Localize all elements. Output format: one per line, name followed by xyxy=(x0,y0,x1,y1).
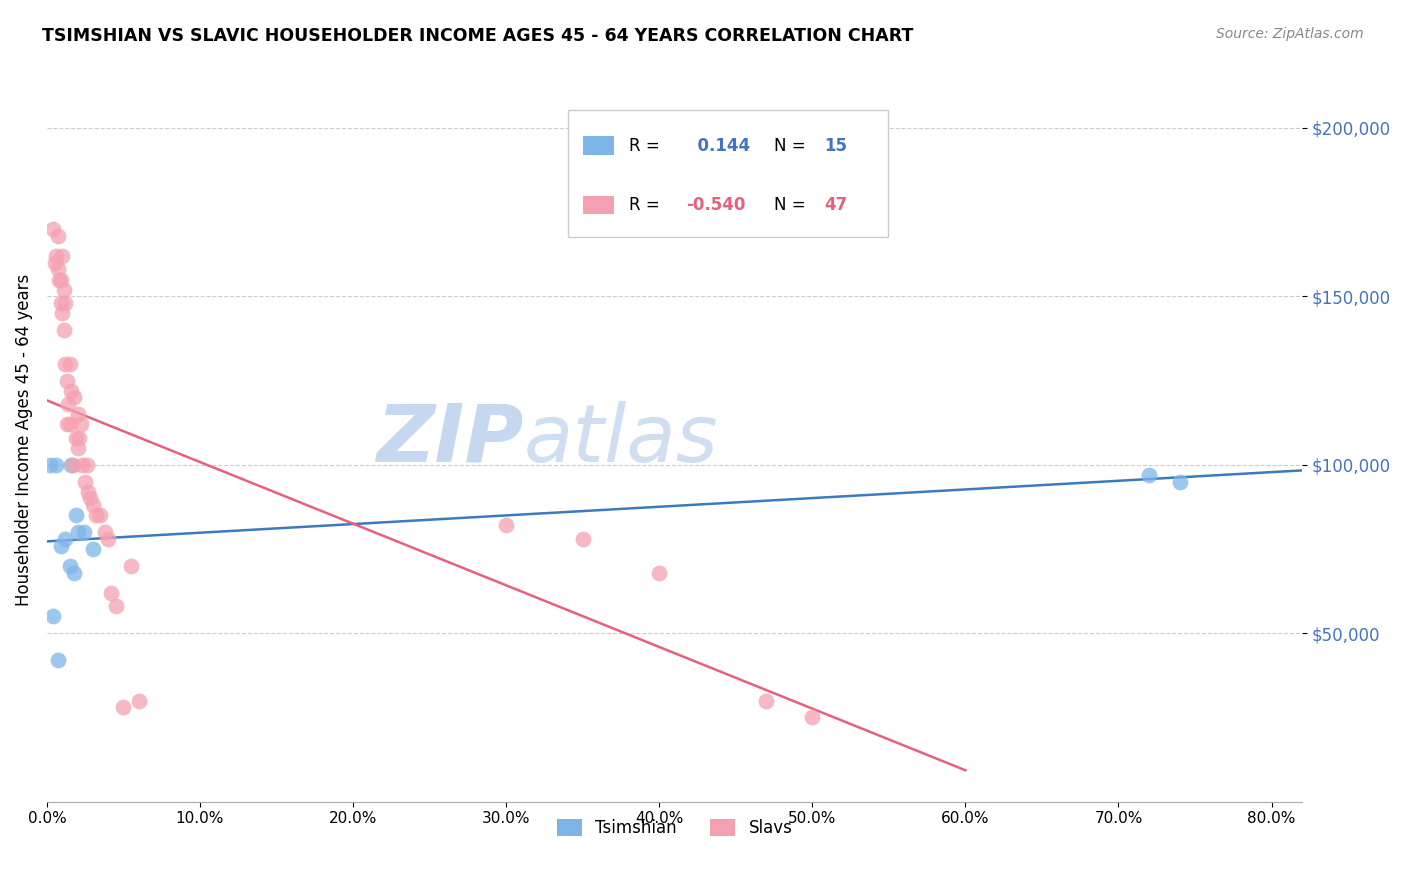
Point xyxy=(104,599,127,614)
Point xyxy=(59,357,82,371)
Point xyxy=(53,296,76,310)
Text: R =: R = xyxy=(630,196,659,214)
Point xyxy=(46,262,69,277)
Point xyxy=(67,431,90,445)
Point xyxy=(82,498,104,512)
Point xyxy=(63,566,86,580)
Point xyxy=(76,458,98,472)
Point xyxy=(75,475,97,489)
Point xyxy=(65,508,87,523)
Point xyxy=(46,228,69,243)
Point xyxy=(45,458,67,472)
Point xyxy=(89,508,111,523)
Text: ZIP: ZIP xyxy=(377,401,524,478)
Legend: Tsimshian, Slavs: Tsimshian, Slavs xyxy=(550,813,799,844)
Point xyxy=(495,518,517,533)
Text: 15: 15 xyxy=(824,136,846,154)
Point xyxy=(60,458,83,472)
Point xyxy=(112,700,135,714)
Point xyxy=(1168,475,1191,489)
Text: R =: R = xyxy=(630,136,659,154)
Point xyxy=(100,586,122,600)
Point xyxy=(1137,467,1160,482)
Point xyxy=(59,417,82,432)
Point xyxy=(49,272,72,286)
Point xyxy=(66,441,89,455)
Point xyxy=(51,306,73,320)
Point xyxy=(52,283,75,297)
Point xyxy=(82,541,104,556)
Text: atlas: atlas xyxy=(524,401,718,478)
Text: N =: N = xyxy=(773,136,806,154)
Point xyxy=(79,491,101,506)
Point xyxy=(128,693,150,707)
Point xyxy=(69,417,91,432)
Text: -0.540: -0.540 xyxy=(686,196,745,214)
Point xyxy=(648,566,671,580)
FancyBboxPatch shape xyxy=(583,195,614,214)
Point xyxy=(59,558,82,573)
Point xyxy=(58,397,80,411)
Y-axis label: Householder Income Ages 45 - 64 years: Householder Income Ages 45 - 64 years xyxy=(15,273,32,606)
Point xyxy=(39,458,62,472)
Text: Source: ZipAtlas.com: Source: ZipAtlas.com xyxy=(1216,27,1364,41)
Point xyxy=(94,525,117,540)
FancyBboxPatch shape xyxy=(568,110,889,236)
Point xyxy=(97,532,120,546)
Point xyxy=(56,374,79,388)
Point xyxy=(66,407,89,421)
Point xyxy=(755,693,778,707)
Point xyxy=(571,532,593,546)
Point xyxy=(56,417,79,432)
Point xyxy=(42,609,65,624)
Point xyxy=(42,222,65,236)
Point xyxy=(53,532,76,546)
Point xyxy=(70,458,93,472)
Point xyxy=(84,508,107,523)
Point xyxy=(48,272,70,286)
Text: TSIMSHIAN VS SLAVIC HOUSEHOLDER INCOME AGES 45 - 64 YEARS CORRELATION CHART: TSIMSHIAN VS SLAVIC HOUSEHOLDER INCOME A… xyxy=(42,27,914,45)
Point xyxy=(65,431,87,445)
Point xyxy=(72,525,94,540)
Point xyxy=(60,384,83,398)
Point xyxy=(801,710,824,724)
Text: 0.144: 0.144 xyxy=(686,136,749,154)
Point xyxy=(46,653,69,667)
Point xyxy=(77,484,100,499)
Point xyxy=(66,525,89,540)
Point xyxy=(44,255,66,269)
Point xyxy=(52,323,75,337)
Point xyxy=(120,558,142,573)
Point xyxy=(49,539,72,553)
Point xyxy=(45,249,67,263)
FancyBboxPatch shape xyxy=(583,136,614,155)
Text: N =: N = xyxy=(773,196,806,214)
Point xyxy=(53,357,76,371)
Point xyxy=(63,391,86,405)
Point xyxy=(51,249,73,263)
Text: 47: 47 xyxy=(824,196,848,214)
Point xyxy=(49,296,72,310)
Point xyxy=(62,458,84,472)
